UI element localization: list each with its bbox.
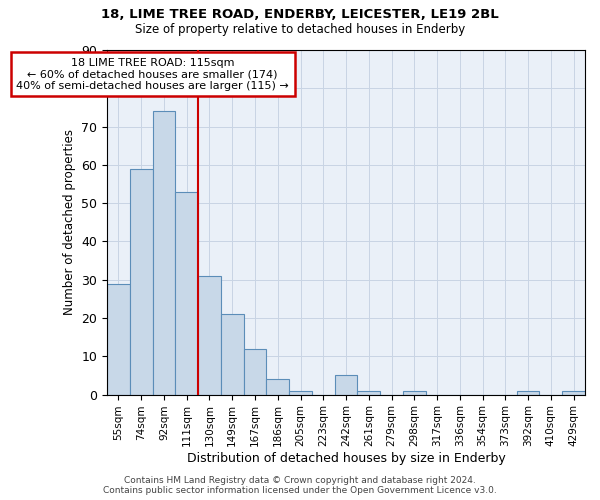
Bar xyxy=(403,391,425,394)
Text: Contains HM Land Registry data © Crown copyright and database right 2024.
Contai: Contains HM Land Registry data © Crown c… xyxy=(103,476,497,495)
Text: 18, LIME TREE ROAD, ENDERBY, LEICESTER, LE19 2BL: 18, LIME TREE ROAD, ENDERBY, LEICESTER, … xyxy=(101,8,499,20)
Bar xyxy=(130,168,152,394)
Bar xyxy=(198,276,221,394)
Y-axis label: Number of detached properties: Number of detached properties xyxy=(63,130,76,316)
Bar xyxy=(221,314,244,394)
Bar xyxy=(289,391,312,394)
Bar xyxy=(107,284,130,395)
Bar xyxy=(266,380,289,394)
Bar xyxy=(335,376,358,394)
Bar xyxy=(358,391,380,394)
Bar xyxy=(517,391,539,394)
Text: 18 LIME TREE ROAD: 115sqm
← 60% of detached houses are smaller (174)
40% of semi: 18 LIME TREE ROAD: 115sqm ← 60% of detac… xyxy=(16,58,289,91)
Bar xyxy=(244,348,266,395)
X-axis label: Distribution of detached houses by size in Enderby: Distribution of detached houses by size … xyxy=(187,452,505,465)
Text: Size of property relative to detached houses in Enderby: Size of property relative to detached ho… xyxy=(135,22,465,36)
Bar xyxy=(152,112,175,395)
Bar xyxy=(562,391,585,394)
Bar xyxy=(175,192,198,394)
